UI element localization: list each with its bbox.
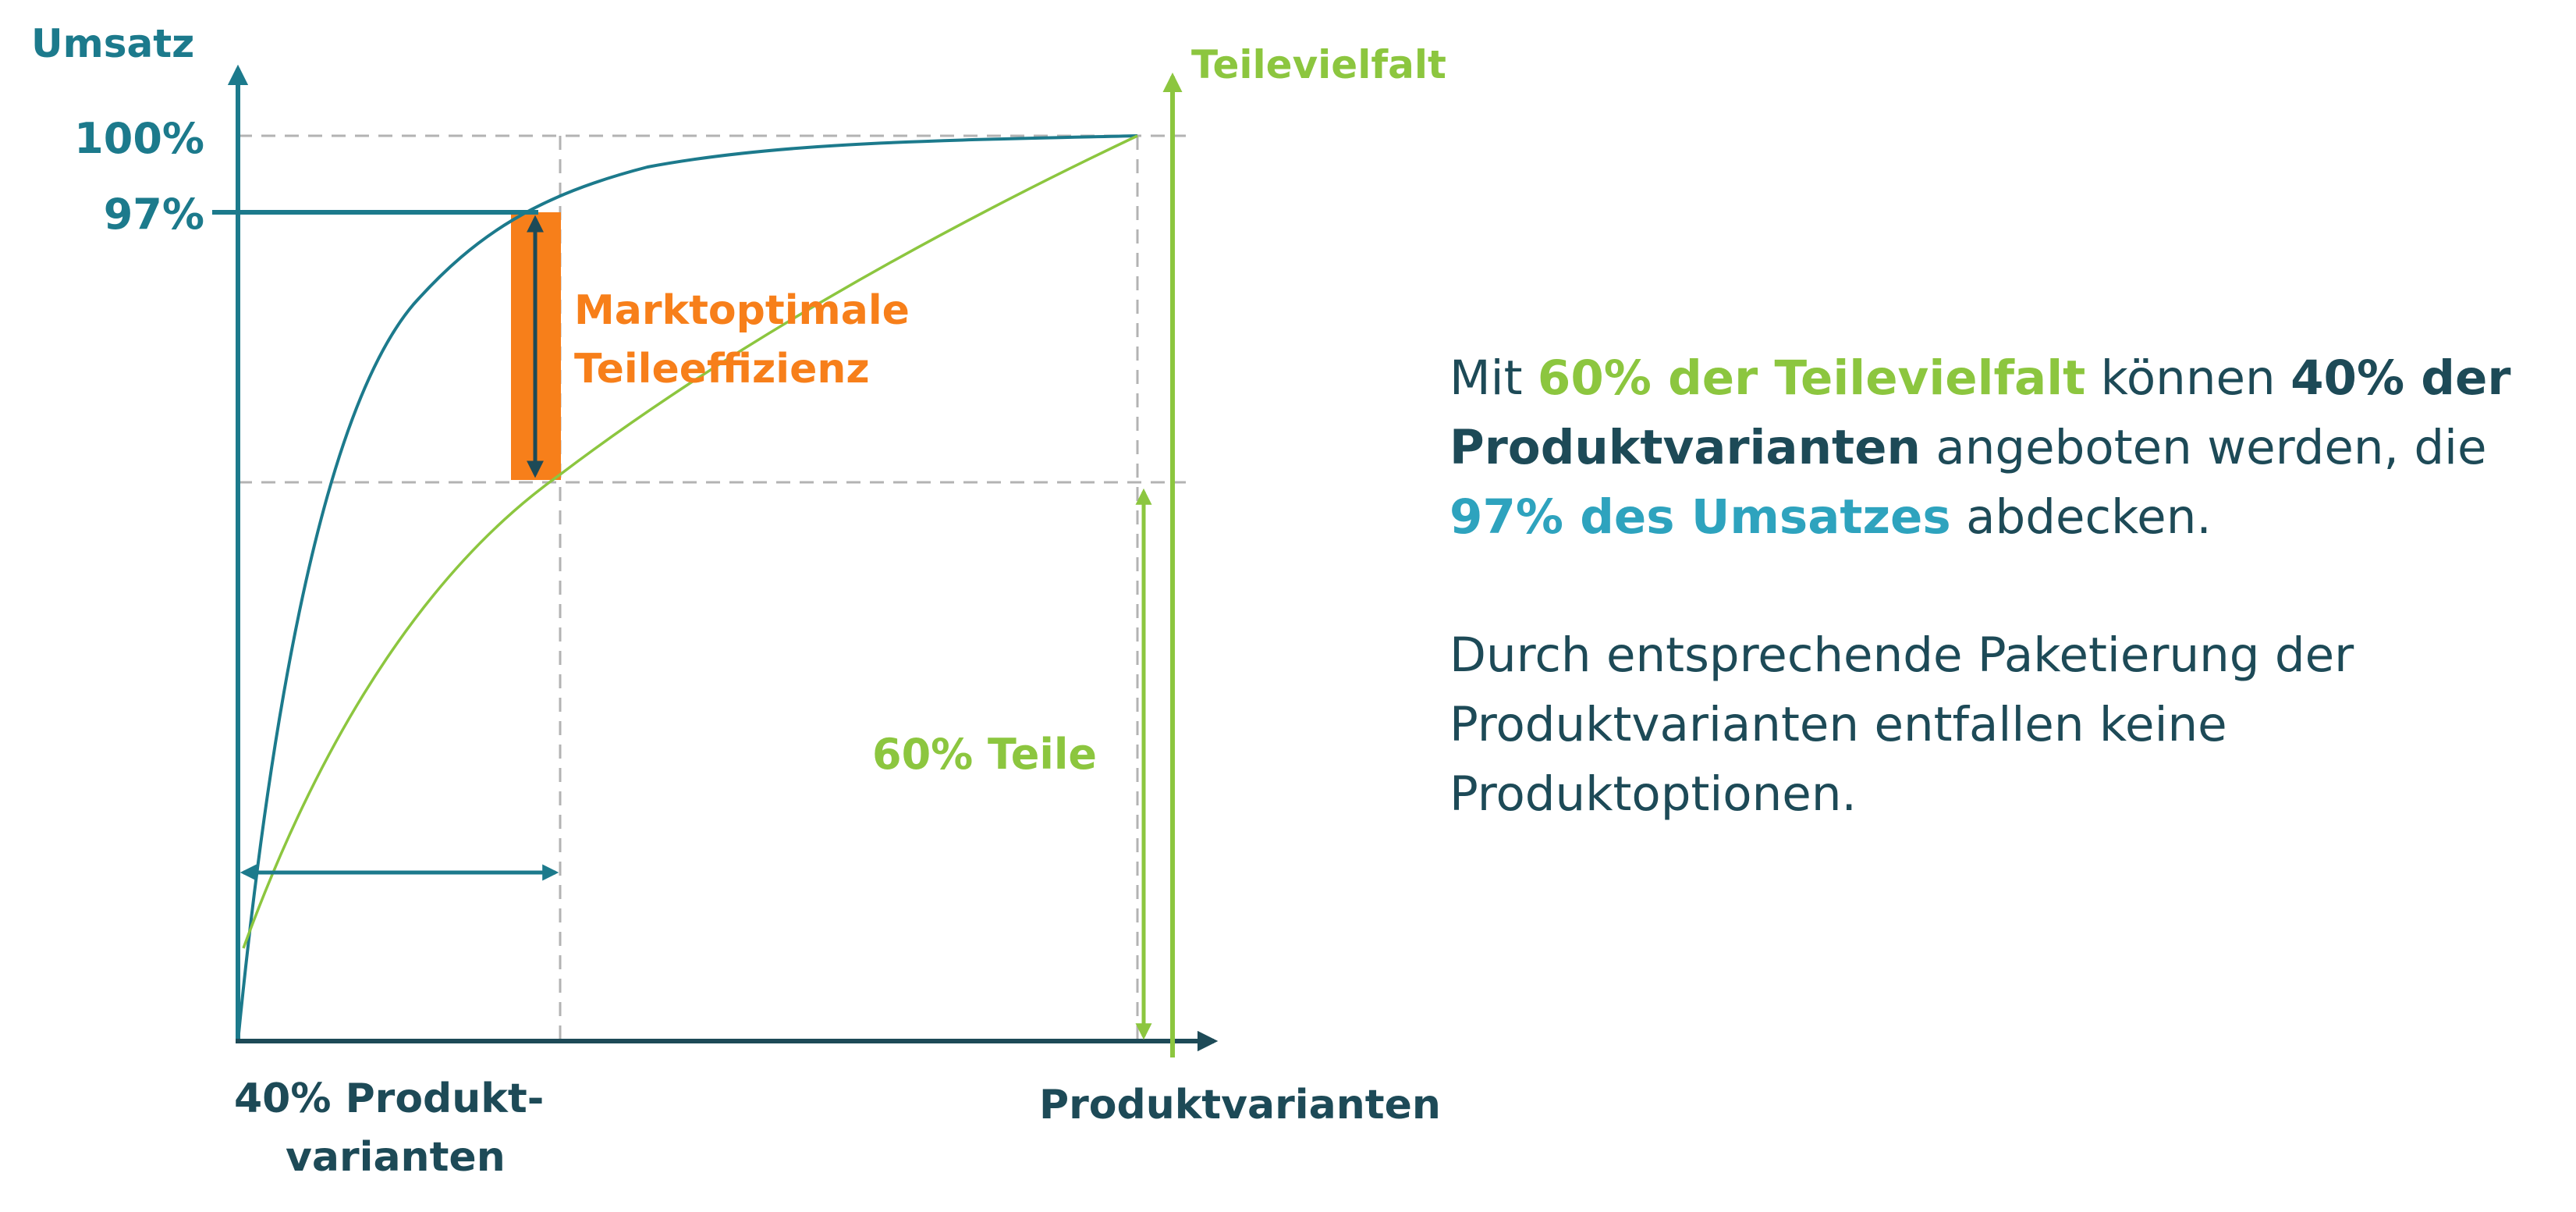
highlight-revenue-share: 97% des Umsatzes bbox=[1449, 489, 1951, 545]
summary-paragraph: Mit 60% der Teilevielfalt können 40% der… bbox=[1449, 343, 2557, 552]
revenue-curve bbox=[236, 134, 1138, 1042]
parts-label: 60% Teile bbox=[872, 730, 1097, 779]
efficiency-label-line2: Teileeffizienz bbox=[574, 346, 870, 393]
summary-text-4: abdecken. bbox=[1950, 489, 2212, 545]
summary-text-3: angeboten werden, die bbox=[1920, 420, 2487, 475]
parts-curve bbox=[242, 134, 1138, 949]
y-axis-label: Umsatz bbox=[31, 21, 194, 66]
efficiency-label-line1: Marktoptimale bbox=[574, 287, 910, 334]
y-tick-97: 97% bbox=[104, 190, 204, 239]
summary-text-1: Mit bbox=[1449, 350, 1538, 406]
right-axis-label: Teilevielfalt bbox=[1191, 42, 1446, 87]
x-axis-label: Produktvarianten bbox=[1039, 1082, 1441, 1128]
x-mark-label-line2: varianten bbox=[286, 1134, 506, 1181]
guide-lines bbox=[238, 134, 1186, 1041]
side-text: Mit 60% der Teilevielfalt können 40% der… bbox=[1449, 343, 2557, 829]
highlight-parts-share: 60% der Teilevielfalt bbox=[1537, 350, 2086, 406]
y-tick-100: 100% bbox=[74, 114, 204, 163]
revenue-parts-diagram: Umsatz 100% 97% Teilevielfalt Marktoptim… bbox=[31, 21, 1446, 1181]
summary-text-2: können bbox=[2085, 350, 2291, 406]
highlight-variants-share: 40% der Produktvarianten bbox=[1449, 350, 2511, 475]
x-mark-label-line1: 40% Produkt- bbox=[234, 1075, 544, 1122]
packaging-paragraph: Durch entsprechende Paketierung der Prod… bbox=[1449, 627, 2354, 822]
